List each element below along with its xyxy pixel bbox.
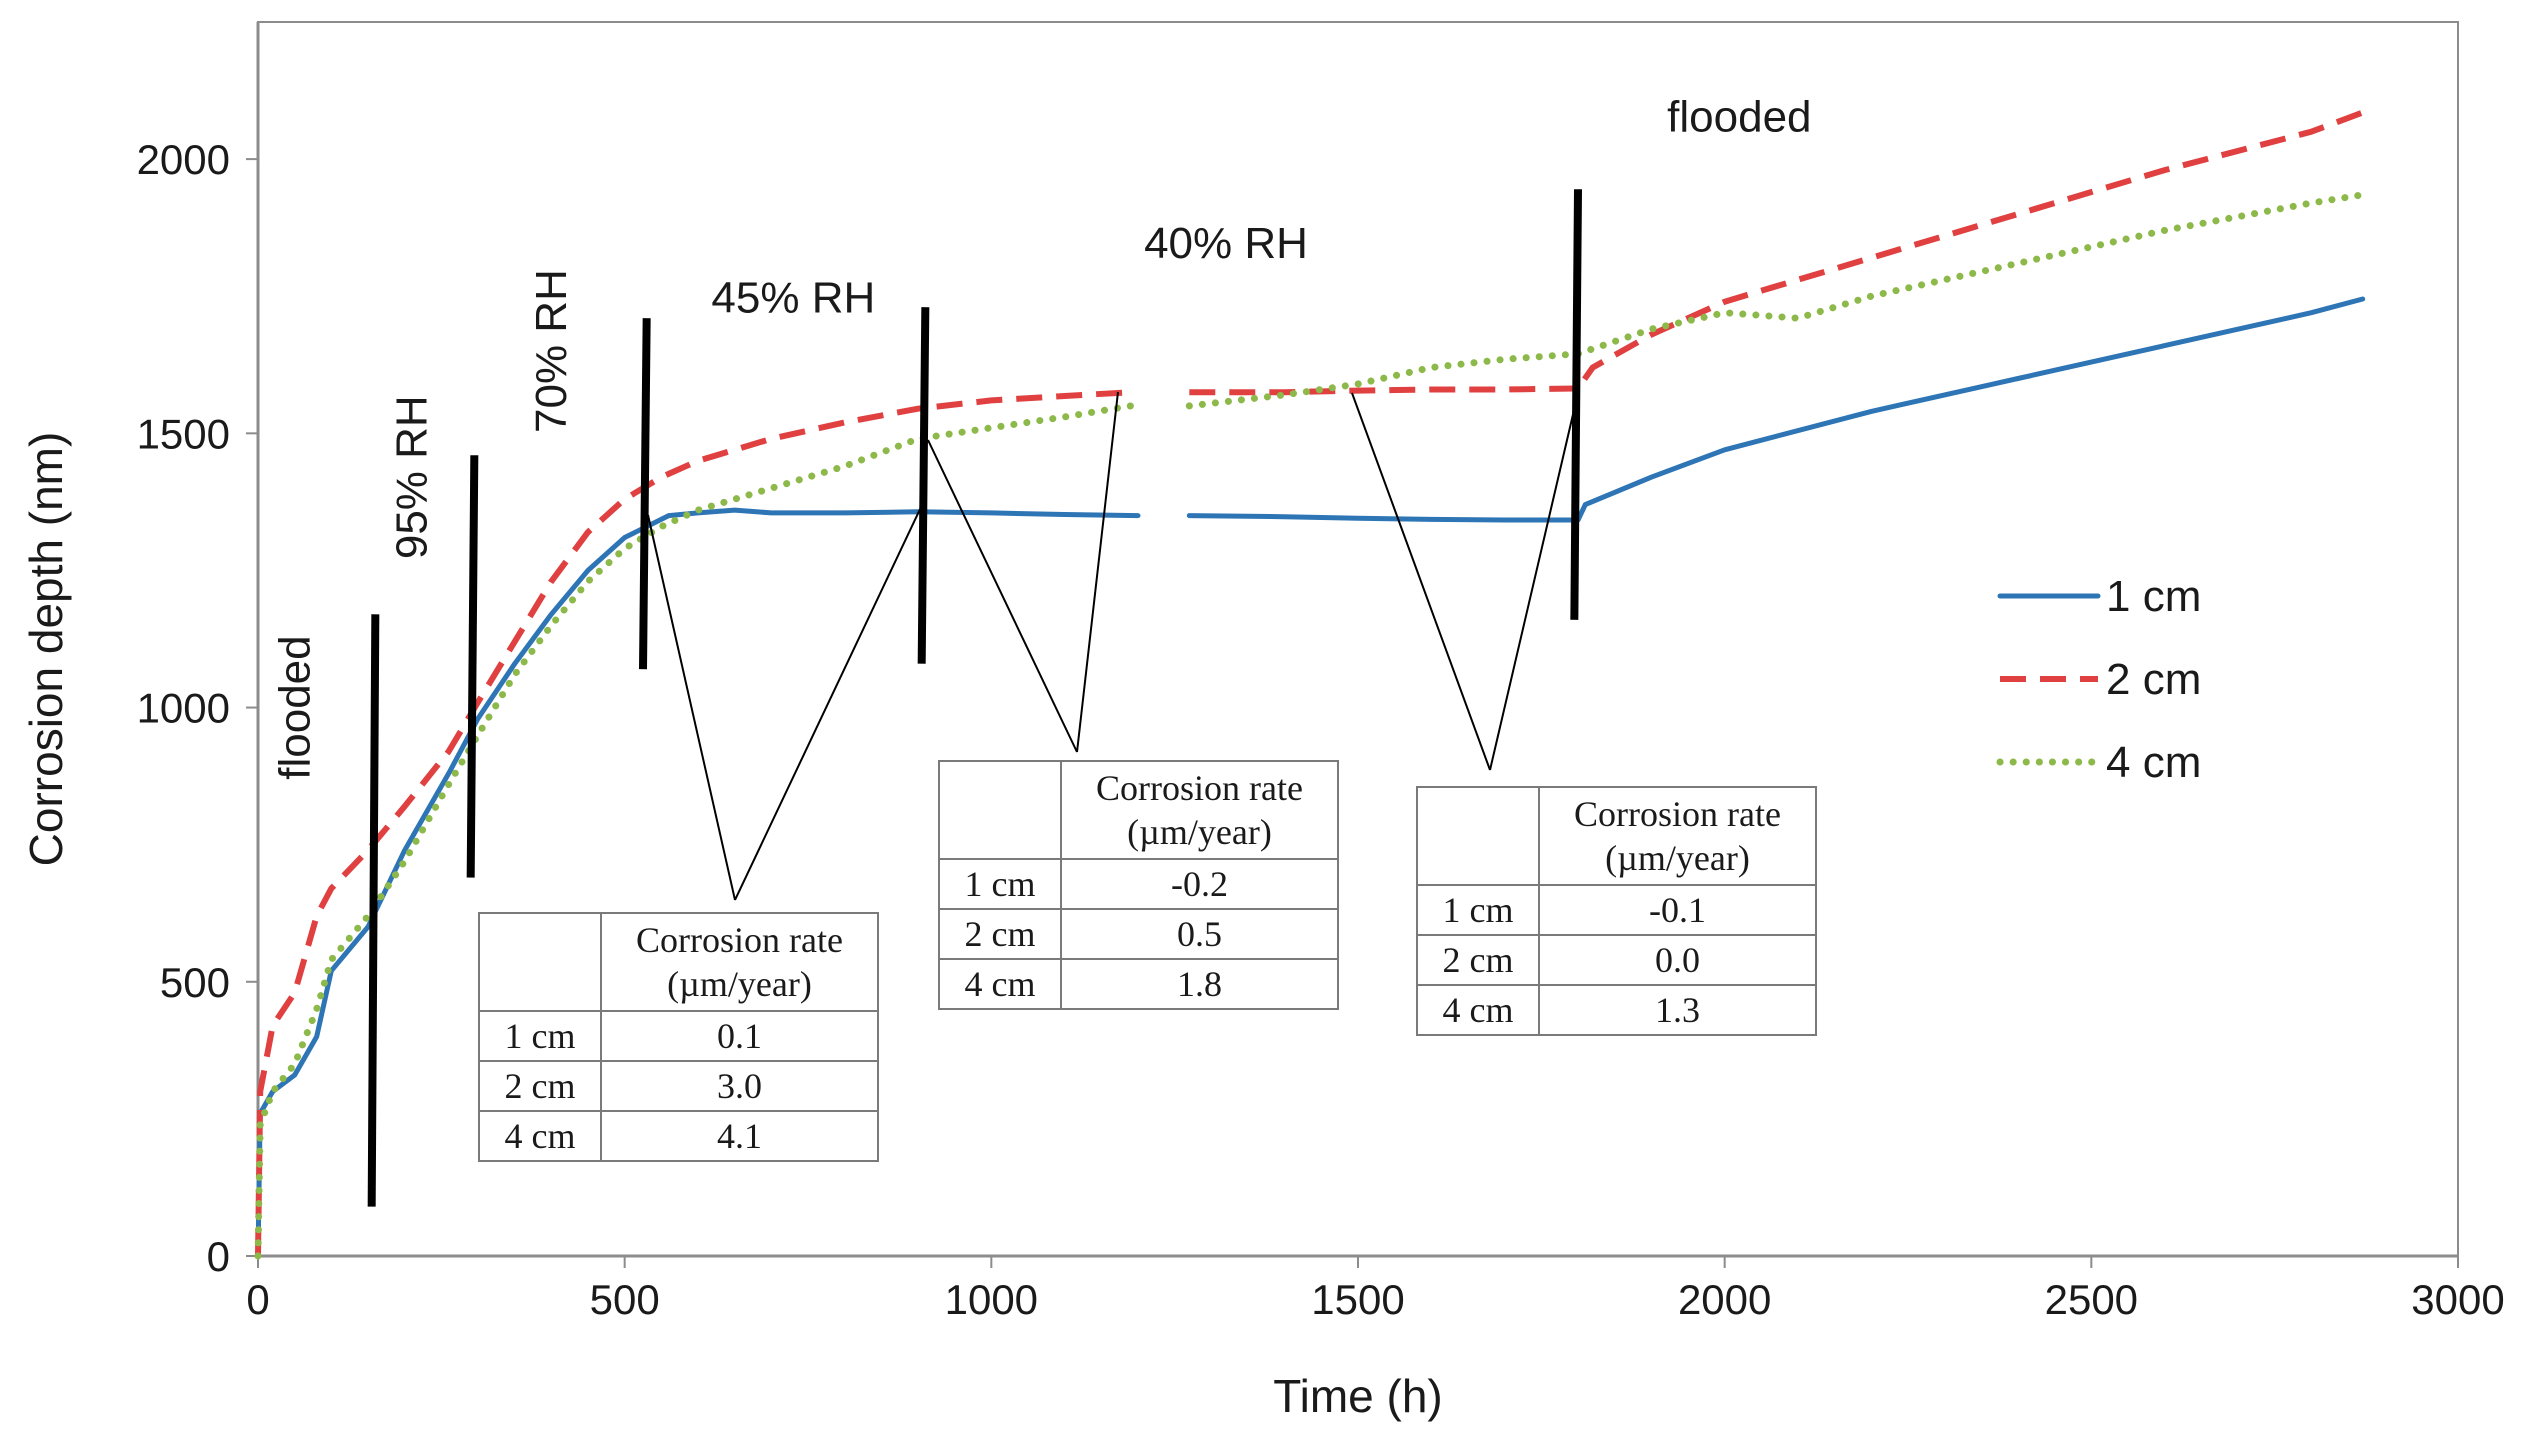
phase-label: 70% RH [527, 269, 576, 433]
x-axis-title: Time (h) [1273, 1370, 1443, 1422]
chart-annotations: flooded 95% RH 70% RH 45% RH 40% RH flooded [270, 93, 1811, 780]
table-cell-value: 4.1 [600, 1110, 879, 1162]
phase-divider [367, 614, 380, 1207]
series-line-2cm [1189, 109, 2364, 396]
y-tick-label: 1500 [137, 410, 230, 457]
table-corner [938, 760, 1062, 860]
table-row: 2 cm 0.5 [938, 908, 1339, 960]
rate-table-1: Corrosion rate (µm/year) 1 cm 0.1 2 cm 3.… [478, 912, 879, 1162]
table-row: 2 cm 3.0 [478, 1060, 879, 1112]
table-cell-label: 4 cm [1416, 984, 1540, 1036]
table-corner [1416, 786, 1540, 886]
callout-leader [927, 439, 1078, 753]
table-header: Corrosion rate (µm/year) [1060, 760, 1339, 860]
legend-label: 4 cm [2106, 738, 2201, 787]
legend-label: 2 cm [2106, 655, 2201, 704]
table-cell-label: 1 cm [1416, 884, 1540, 936]
x-tick-label: 1500 [1311, 1276, 1404, 1323]
phase-divider [917, 307, 930, 664]
table-cell-label: 1 cm [938, 858, 1062, 910]
phase-label: flooded [270, 635, 319, 779]
table-corner [478, 912, 602, 1012]
callout-leader [1351, 392, 1491, 771]
chart-callouts [647, 391, 1579, 901]
phase-label: 95% RH [388, 395, 437, 559]
series-line-1cm [255, 507, 1141, 1259]
table-row: 1 cm 0.1 [478, 1010, 879, 1062]
y-tick-label: 2000 [137, 136, 230, 183]
callout-leader [734, 504, 923, 901]
table-cell-value: 0.0 [1538, 934, 1817, 986]
phase-label: flooded [1667, 93, 1811, 142]
callout-leader [647, 514, 736, 901]
y-tick-label: 1000 [137, 685, 230, 732]
x-tick-label: 1000 [945, 1276, 1038, 1323]
chart-dividers [367, 189, 1582, 1207]
table-cell-label: 4 cm [478, 1110, 602, 1162]
y-tick-label: 0 [207, 1233, 230, 1280]
table-cell-label: 2 cm [938, 908, 1062, 960]
x-tick-label: 500 [590, 1276, 660, 1323]
series-line-1cm [1186, 296, 2366, 523]
series-line-4cm [254, 402, 1135, 1260]
table-cell-label: 2 cm [1416, 934, 1540, 986]
series-line-2cm [255, 389, 1131, 1257]
table-cell-value: -0.1 [1538, 884, 1817, 936]
table-cell-label: 1 cm [478, 1010, 602, 1062]
phase-label: 40% RH [1144, 219, 1308, 268]
callout-leader [1076, 391, 1119, 753]
table-row: 4 cm 1.3 [1416, 984, 1817, 1036]
table-cell-value: -0.2 [1060, 858, 1339, 910]
rate-table-2: Corrosion rate (µm/year) 1 cm -0.2 2 cm 0… [938, 760, 1339, 1010]
table-row: 4 cm 4.1 [478, 1110, 879, 1162]
table-cell-value: 1.3 [1538, 984, 1817, 1036]
table-cell-value: 0.1 [600, 1010, 879, 1062]
phase-divider [466, 455, 479, 878]
table-cell-value: 1.8 [1060, 958, 1339, 1010]
table-row: 1 cm -0.2 [938, 858, 1339, 910]
table-header: Corrosion rate (µm/year) [600, 912, 879, 1012]
table-cell-label: 2 cm [478, 1060, 602, 1112]
x-tick-label: 2500 [2045, 1276, 2138, 1323]
chart-series [254, 109, 2367, 1260]
phase-divider [639, 318, 651, 670]
y-axis-title: Corrosion depth (nm) [20, 432, 72, 867]
table-row: 2 cm 0.0 [1416, 934, 1817, 986]
y-tick-label: 500 [160, 959, 230, 1006]
rate-table-3: Corrosion rate (µm/year) 1 cm -0.1 2 cm 0… [1416, 786, 1817, 1036]
table-cell-value: 3.0 [600, 1060, 879, 1112]
series-line-4cm [1185, 191, 2367, 410]
phase-label: 45% RH [711, 274, 875, 323]
table-row: 1 cm -0.1 [1416, 884, 1817, 936]
chart-legend: 1 cm 2 cm 4 cm [1996, 572, 2201, 787]
x-tick-label: 3000 [2411, 1276, 2504, 1323]
chart-axes: 0 500 1000 1500 2000 2500 3000 0 500 1000 1500 2000… [20, 21, 2505, 1422]
callout-leader [1489, 392, 1579, 771]
x-tick-label: 2000 [1678, 1276, 1771, 1323]
table-row: 4 cm 1.8 [938, 958, 1339, 1010]
table-cell-value: 0.5 [1060, 908, 1339, 960]
x-tick-label: 0 [246, 1276, 269, 1323]
table-cell-label: 4 cm [938, 958, 1062, 1010]
table-header: Corrosion rate (µm/year) [1538, 786, 1817, 886]
legend-label: 1 cm [2106, 572, 2201, 621]
